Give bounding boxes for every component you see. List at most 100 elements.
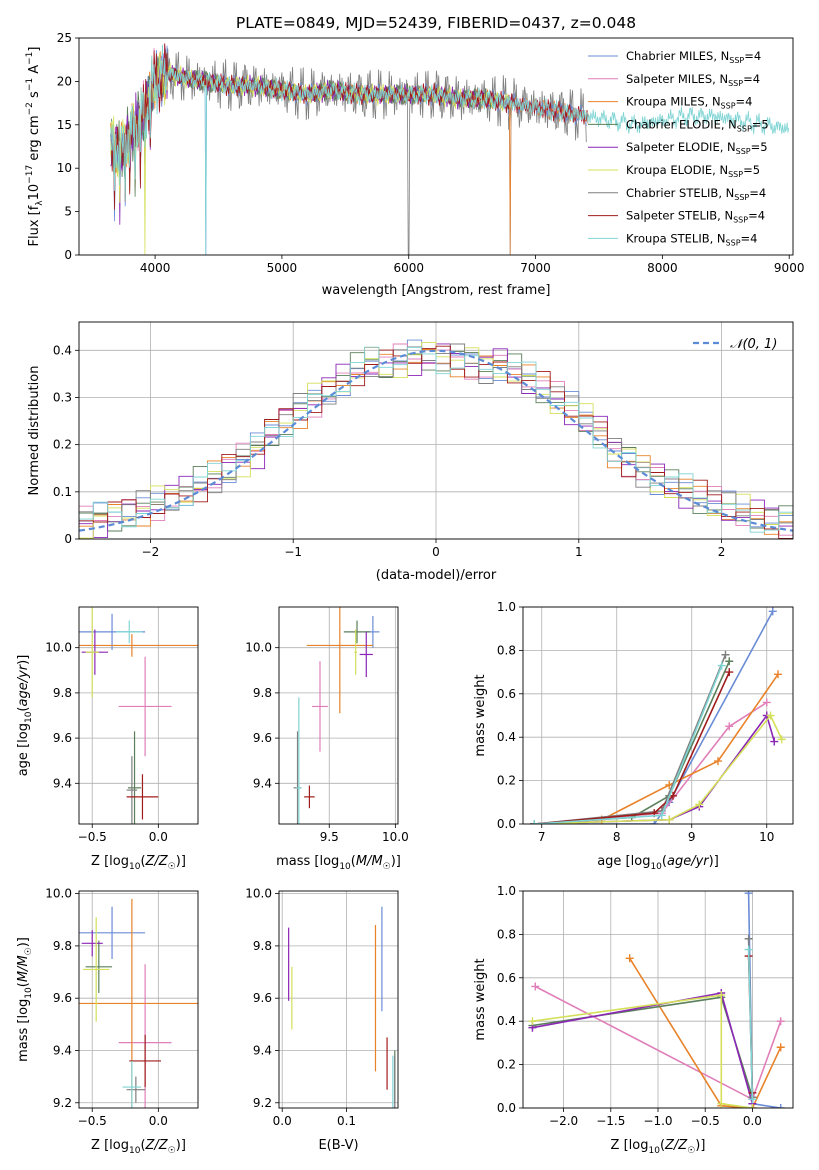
- y-tick-label: 0.4: [497, 1014, 516, 1028]
- data-point: [122, 1060, 142, 1108]
- y-tick-label: 10.0: [45, 887, 72, 901]
- y-tick-label: 10.0: [245, 641, 272, 655]
- y-tick-label: 9.6: [253, 991, 272, 1005]
- data-point: [312, 661, 328, 752]
- y-tick-label: 0.1: [53, 485, 72, 499]
- y-tick-label: 9.6: [253, 731, 272, 745]
- weight-line: [629, 957, 782, 1108]
- data-point: [82, 917, 110, 1022]
- weight-series: [528, 991, 757, 1108]
- x-tick-label: 8: [613, 830, 621, 844]
- weight-marker: [748, 1104, 757, 1108]
- z-mass-frame: [78, 890, 199, 1109]
- x-tick-label: 2: [718, 545, 726, 559]
- x-tick-label: 10: [759, 830, 774, 844]
- weight-marker: [721, 650, 730, 659]
- data-point: [359, 631, 373, 678]
- weight-marker: [774, 670, 782, 679]
- y-tick-label: 9.4: [253, 1043, 272, 1057]
- z-weight-frame: [522, 890, 794, 1109]
- y-tick-label: 0.2: [53, 438, 72, 452]
- spectrum-series: [110, 43, 790, 255]
- y-tick-label: 5: [64, 205, 72, 219]
- y-tick-label: 9.8: [53, 686, 72, 700]
- weight-series: [744, 945, 757, 1104]
- weight-marker: [531, 982, 540, 991]
- weight-marker: [695, 800, 704, 809]
- age-weight-ylabel: mass weight: [473, 674, 488, 756]
- spectrum-xlabel: wavelength [Angstrom, rest frame]: [322, 283, 551, 298]
- spectrum-title: PLATE=0849, MJD=52439, FIBERID=0437, z=0…: [236, 14, 636, 32]
- z-mass-points: [79, 898, 198, 1108]
- normal-reference-curve: [79, 349, 793, 532]
- weight-marker: [650, 820, 659, 824]
- weight-series: [530, 698, 771, 824]
- x-tick-label: 7000: [520, 261, 551, 275]
- x-tick-label: 8000: [647, 261, 678, 275]
- y-tick-label: 0.4: [53, 343, 72, 357]
- y-tick-label: 0.4: [497, 730, 516, 744]
- weight-marker: [766, 711, 775, 720]
- weight-marker: [744, 891, 753, 898]
- spectrum-ylabel: Flux [fλ10−17 erg cm−2 s−1 A−1]: [25, 47, 45, 247]
- y-tick-label: 9.2: [53, 1096, 72, 1110]
- x-tick-label: 0.0: [149, 1114, 168, 1128]
- y-tick-label: 0.6: [497, 687, 516, 701]
- x-tick-label: 9000: [774, 261, 805, 275]
- weight-marker: [717, 661, 726, 670]
- y-tick-label: 9.6: [53, 731, 72, 745]
- data-point: [79, 906, 146, 959]
- weight-marker: [776, 1104, 785, 1108]
- legend-label: Kroupa ELODIE, NSSP=5: [626, 163, 760, 179]
- residuals-ylabel: Normed distribution: [27, 366, 42, 496]
- x-tick-label: −0.5: [78, 1114, 107, 1128]
- y-tick-label: 9.6: [53, 991, 72, 1005]
- data-point: [354, 629, 358, 675]
- z-age-frame: [78, 606, 199, 825]
- y-tick-label: 0: [64, 532, 72, 546]
- weight-marker: [717, 1099, 726, 1108]
- age-weight-axes: 7 8 9 10 0.0 0.2 0.4 0.6 0.8 1.0: [497, 600, 793, 844]
- z-age-ylabel: age [log10(age/yr)]: [16, 655, 34, 777]
- data-point: [116, 620, 143, 644]
- y-tick-label: 9.4: [53, 776, 72, 790]
- y-tick-label: 15: [57, 118, 72, 132]
- weight-line: [534, 660, 731, 824]
- weight-marker: [748, 1095, 757, 1104]
- x-tick-label: 0: [432, 545, 440, 559]
- spectrum-axes: 4000 5000 6000 7000 8000 9000 0 5 10 15 20 25: [57, 31, 805, 275]
- legend-label: Kroupa STELIB, NSSP=4: [626, 231, 757, 247]
- data-point: [81, 930, 103, 957]
- y-tick-label: 20: [57, 74, 72, 88]
- weight-series: [530, 607, 777, 824]
- z-age-axes: −0.5 0.0 9.4 9.6 9.8 10.0: [45, 607, 198, 844]
- ebv-mass-axes: 0.0 0.1 9.2 9.4 9.6 9.8 10.0: [245, 887, 398, 1128]
- weight-marker: [744, 945, 753, 954]
- weight-series: [530, 661, 726, 824]
- data-point: [129, 1034, 161, 1088]
- weight-marker: [744, 934, 753, 943]
- weight-marker: [530, 820, 539, 824]
- y-tick-label: 9.8: [253, 686, 272, 700]
- x-tick-label: 6000: [393, 261, 424, 275]
- y-tick-label: 9.8: [253, 939, 272, 953]
- y-tick-label: 10: [57, 161, 72, 175]
- y-tick-label: 0.6: [497, 971, 516, 985]
- z-mass-xlabel: Z [log10(Z/Z☉)]: [91, 1138, 186, 1156]
- data-point: [127, 731, 142, 824]
- z-weight-ylabel: mass weight: [473, 958, 488, 1040]
- weight-line: [534, 665, 723, 824]
- legend-label: Chabrier MILES, NSSP=4: [626, 49, 761, 65]
- x-tick-label: −2: [142, 545, 160, 559]
- y-tick-label: 10.0: [245, 887, 272, 901]
- x-tick-label: 5000: [267, 261, 298, 275]
- weight-line: [534, 671, 731, 824]
- data-point: [306, 607, 373, 714]
- weight-marker: [777, 735, 786, 744]
- x-tick-label: −1: [284, 545, 302, 559]
- y-tick-label: 0.2: [497, 774, 516, 788]
- x-tick-label: −0.5: [691, 1114, 720, 1128]
- x-tick-label: 0.0: [273, 1114, 292, 1128]
- y-tick-label: 0.8: [497, 643, 516, 657]
- x-tick-label: 0.0: [149, 830, 168, 844]
